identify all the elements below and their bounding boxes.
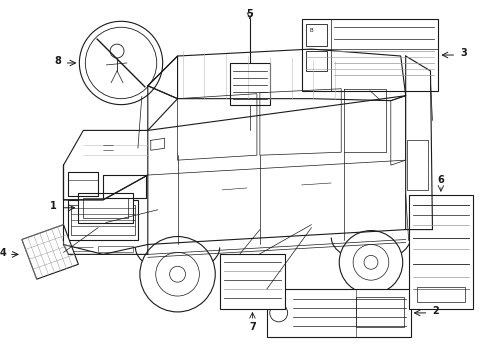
- Text: 4: 4: [0, 248, 6, 258]
- Text: B: B: [309, 28, 312, 33]
- Text: 5: 5: [246, 9, 253, 19]
- Bar: [266, 289, 410, 337]
- Text: 3: 3: [459, 48, 466, 58]
- Bar: [406, 140, 427, 190]
- Circle shape: [140, 237, 215, 312]
- Bar: [68, 200, 138, 239]
- Bar: [98, 247, 133, 252]
- Bar: [230, 63, 269, 105]
- Bar: [301, 19, 438, 91]
- Text: 8: 8: [55, 56, 61, 66]
- Bar: [355, 297, 403, 327]
- Bar: [305, 51, 326, 71]
- Text: 6: 6: [437, 175, 444, 185]
- Circle shape: [79, 21, 163, 105]
- Bar: [305, 24, 326, 46]
- Bar: [71, 205, 135, 235]
- Text: 2: 2: [431, 306, 438, 316]
- Bar: [220, 255, 284, 309]
- Text: 1: 1: [50, 201, 57, 211]
- Polygon shape: [22, 225, 78, 279]
- Text: 7: 7: [248, 322, 255, 332]
- Bar: [416, 287, 464, 302]
- Circle shape: [339, 231, 402, 294]
- Bar: [78, 193, 133, 222]
- Bar: [408, 195, 472, 309]
- Bar: [83, 198, 128, 218]
